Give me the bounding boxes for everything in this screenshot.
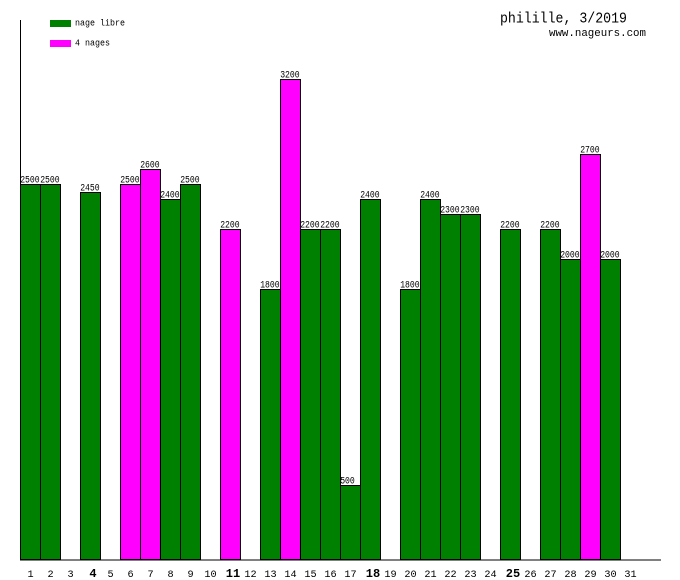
svg-text:2500: 2500 (20, 175, 40, 186)
svg-text:nage libre: nage libre (75, 18, 125, 28)
svg-text:18: 18 (366, 567, 380, 580)
svg-text:2400: 2400 (420, 190, 440, 201)
svg-text:3: 3 (67, 570, 73, 580)
svg-text:philille, 3/2019: philille, 3/2019 (500, 12, 627, 28)
svg-text:2000: 2000 (560, 250, 580, 261)
svg-text:7: 7 (147, 570, 153, 580)
svg-text:1800: 1800 (260, 280, 280, 291)
svg-text:5: 5 (107, 570, 113, 580)
svg-text:2200: 2200 (540, 220, 560, 231)
svg-text:8: 8 (167, 570, 173, 580)
svg-text:20: 20 (404, 570, 416, 580)
svg-text:4 nages: 4 nages (75, 38, 110, 48)
svg-text:11: 11 (226, 567, 240, 580)
svg-text:2200: 2200 (320, 220, 340, 231)
svg-text:2400: 2400 (360, 190, 380, 201)
svg-text:1800: 1800 (400, 280, 420, 291)
svg-text:19: 19 (384, 570, 396, 580)
svg-text:21: 21 (424, 570, 436, 580)
svg-text:2000: 2000 (600, 250, 620, 261)
svg-text:29: 29 (584, 570, 596, 580)
svg-text:27: 27 (544, 570, 556, 580)
svg-text:2700: 2700 (580, 145, 600, 156)
svg-text:22: 22 (444, 570, 456, 580)
svg-text:2400: 2400 (160, 190, 180, 201)
svg-text:13: 13 (264, 570, 276, 580)
svg-text:16: 16 (324, 570, 336, 580)
svg-text:3200: 3200 (280, 70, 300, 81)
svg-text:15: 15 (304, 570, 316, 580)
svg-text:31: 31 (624, 570, 636, 580)
svg-text:10: 10 (204, 570, 216, 580)
svg-text:14: 14 (284, 570, 296, 580)
svg-text:2500: 2500 (40, 175, 60, 186)
svg-text:1: 1 (27, 570, 33, 580)
svg-text:2500: 2500 (120, 175, 140, 186)
svg-text:25: 25 (506, 567, 520, 580)
svg-text:2200: 2200 (220, 220, 240, 231)
svg-text:26: 26 (524, 570, 536, 580)
svg-text:4: 4 (89, 567, 96, 580)
svg-text:2300: 2300 (440, 205, 460, 216)
svg-text:23: 23 (464, 570, 476, 580)
svg-text:30: 30 (604, 570, 616, 580)
svg-text:17: 17 (344, 570, 356, 580)
svg-text:28: 28 (564, 570, 576, 580)
svg-text:2600: 2600 (140, 160, 160, 171)
svg-text:500: 500 (340, 476, 355, 487)
svg-text:2450: 2450 (80, 183, 100, 194)
svg-text:2: 2 (47, 570, 53, 580)
svg-text:2500: 2500 (180, 175, 200, 186)
svg-text:2200: 2200 (300, 220, 320, 231)
svg-text:9: 9 (187, 570, 193, 580)
svg-text:12: 12 (244, 570, 256, 580)
svg-text:2300: 2300 (460, 205, 480, 216)
svg-text:6: 6 (127, 570, 133, 580)
svg-text:2200: 2200 (500, 220, 520, 231)
svg-text:www.nageurs.com: www.nageurs.com (549, 28, 646, 40)
svg-text:24: 24 (484, 570, 496, 580)
